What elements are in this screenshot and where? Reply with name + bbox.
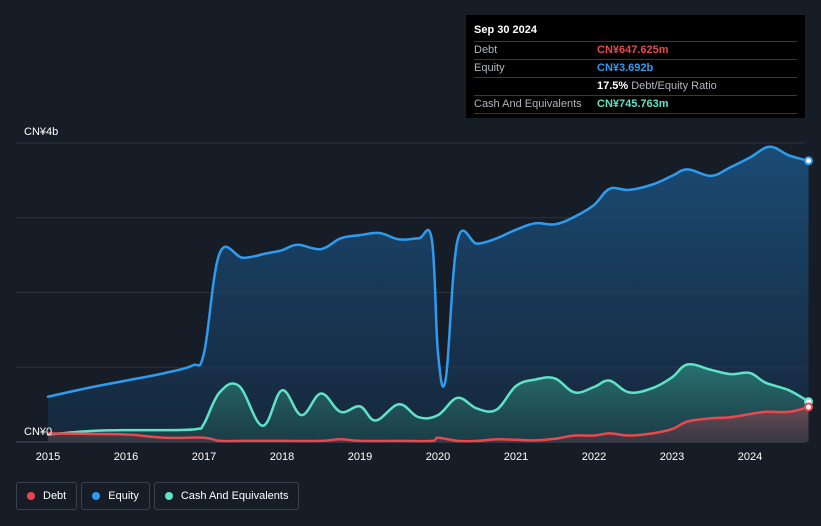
x-tick-label: 2021 [504, 451, 528, 463]
x-tick-label: 2018 [270, 451, 294, 463]
tooltip-panel: Sep 30 2024 Debt CN¥647.625m Equity CN¥3… [466, 15, 805, 118]
tooltip-value-equity: CN¥3.692b [597, 62, 654, 74]
legend-dot-cash-icon [164, 492, 173, 500]
tooltip-label-cash: Cash And Equivalents [474, 98, 582, 110]
tooltip-value-debt: CN¥647.625m [597, 44, 669, 56]
end-marker-equity [804, 156, 813, 166]
legend-label-cash: Cash And Equivalents [180, 490, 289, 502]
line-equity [46, 145, 810, 398]
series-end-markers [804, 156, 813, 412]
legend-item-cash[interactable]: Cash And Equivalents [153, 482, 300, 510]
end-marker-debt [804, 402, 813, 412]
tooltip-row-equity: Equity CN¥3.692b [474, 59, 797, 77]
legend-label-equity: Equity [108, 490, 139, 502]
axis-labels: CN¥4b CN¥0 2015 2016 2017 2018 2019 2020 2021 2… [24, 126, 762, 463]
y-tick-label-top: CN¥4b [24, 126, 58, 138]
x-tick-label: 2023 [660, 451, 684, 463]
x-tick-label: 2024 [738, 451, 762, 463]
legend-label-debt: Debt [43, 490, 67, 502]
legend-item-debt[interactable]: Debt [16, 482, 78, 510]
tooltip-label-ratio [474, 78, 597, 95]
area-cash [48, 364, 809, 442]
x-tick-label: 2022 [582, 451, 606, 463]
tooltip-value-cash: CN¥745.763m [597, 98, 669, 110]
x-tick-label: 2020 [426, 451, 450, 463]
area-debt [48, 407, 809, 442]
series-lines [46, 145, 810, 443]
legend-item-equity[interactable]: Equity [81, 482, 150, 510]
area-equity [48, 146, 809, 442]
tooltip-label-equity: Equity [474, 62, 505, 74]
x-tick-label: 2016 [114, 451, 138, 463]
tooltip-date: Sep 30 2024 [474, 24, 537, 36]
tooltip-row-ratio: 17.5% Debt/Equity Ratio [474, 77, 797, 95]
tooltip-label-debt: Debt [474, 44, 498, 56]
line-debt [46, 405, 810, 443]
x-tick-label: 2017 [192, 451, 216, 463]
x-tick-label: 2019 [348, 451, 372, 463]
tooltip-row-debt: Debt CN¥647.625m [474, 41, 797, 59]
y-tick-label-bottom: CN¥0 [24, 426, 52, 438]
tooltip-ratio-caption: Debt/Equity Ratio [631, 80, 717, 92]
legend-dot-debt-icon [27, 492, 35, 500]
legend-dot-equity-icon [92, 492, 101, 500]
tooltip-row-cash: Cash And Equivalents CN¥745.763m [474, 95, 797, 114]
legend: Debt Equity Cash And Equivalents [16, 482, 303, 510]
x-tick-label: 2015 [36, 451, 60, 463]
line-cash [46, 362, 810, 436]
series-areas [48, 146, 809, 442]
tooltip-value-ratio: 17.5% [597, 80, 629, 92]
